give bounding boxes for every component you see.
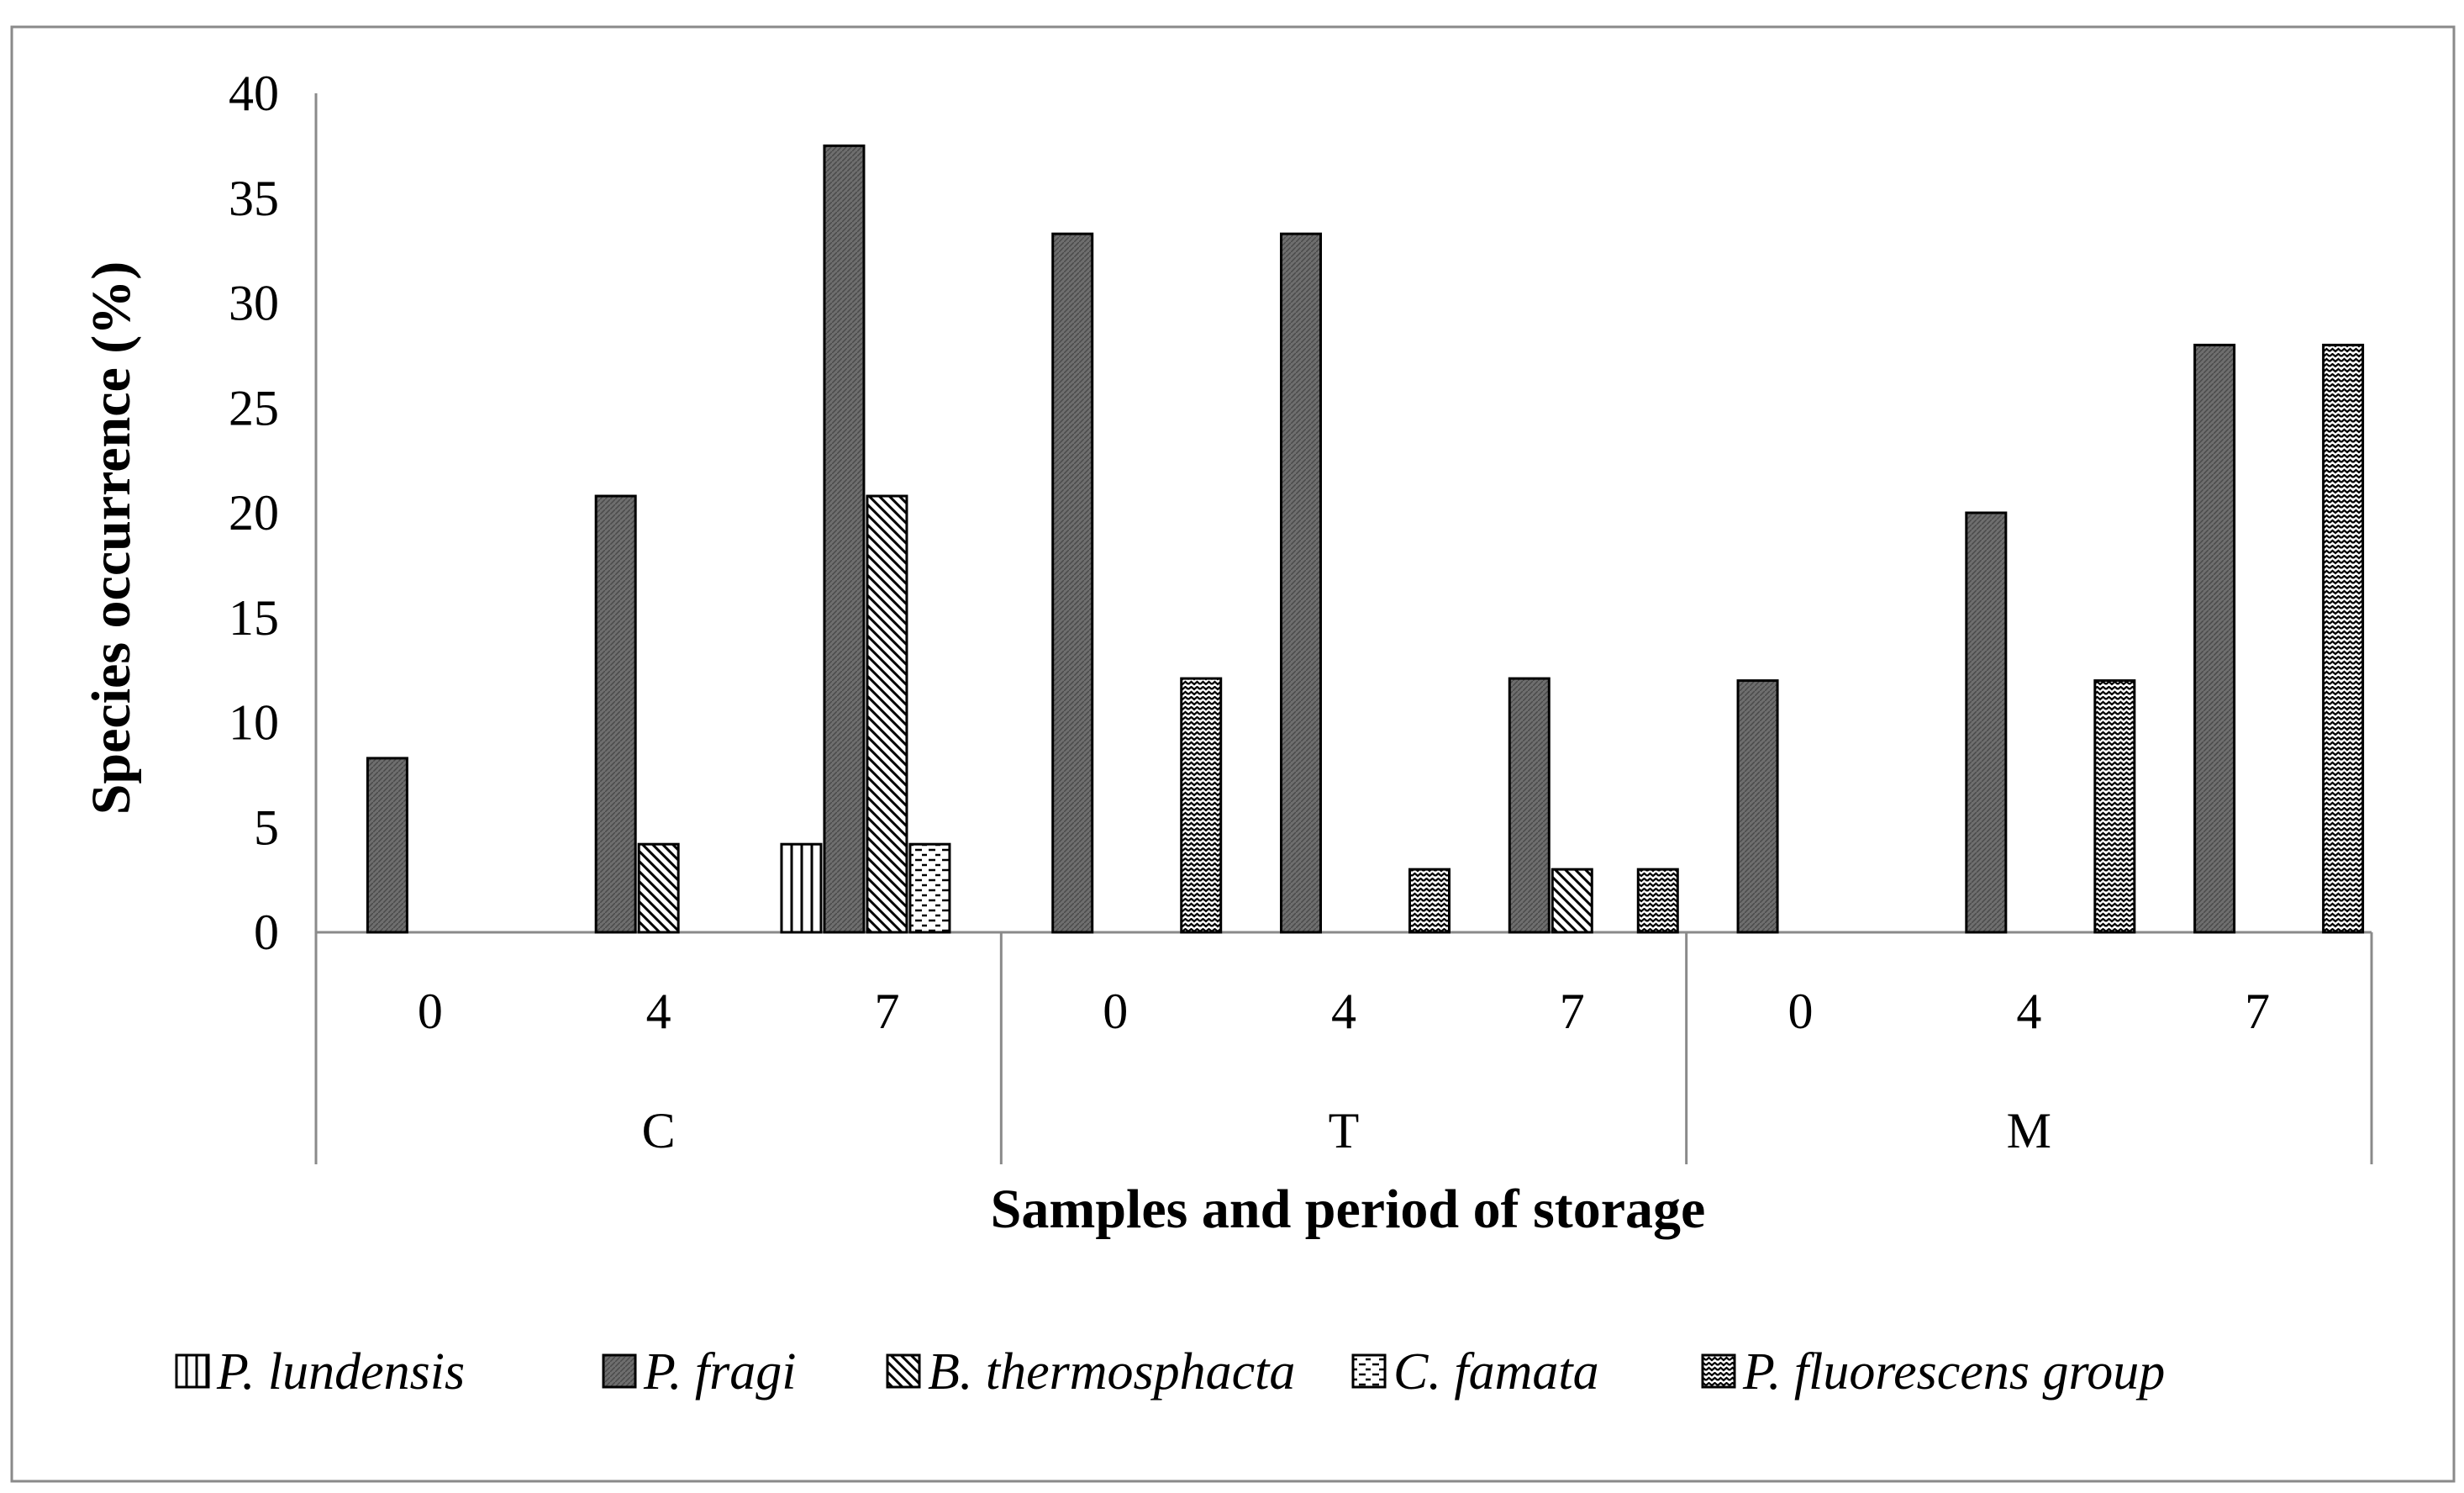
y-tick-label: 0 — [254, 905, 279, 960]
bar-b-thermosphacta-c-7 — [866, 494, 908, 934]
y-tick-label: 5 — [254, 799, 279, 855]
x-group-label-m: M — [2007, 1103, 2051, 1158]
legend-swatch-c-famata — [1351, 1353, 1387, 1389]
x-tick-label-period: 0 — [1788, 984, 1814, 1039]
bar-c-famata-c-7 — [908, 842, 951, 934]
bar-p-fragi-m-7 — [2193, 343, 2236, 934]
x-group-label-t: T — [1329, 1103, 1360, 1158]
bar-b-thermosphacta-t-7 — [1551, 868, 1593, 934]
y-tick-label: 20 — [229, 485, 279, 541]
bar-p-fragi-m-0 — [1736, 679, 1779, 934]
x-tick-label-period: 7 — [1560, 984, 1585, 1039]
y-tick-label: 40 — [229, 66, 279, 121]
bar-p-fluorescens-group-m-4 — [2093, 679, 2136, 934]
y-tick-label: 15 — [229, 590, 279, 646]
legend-swatch-b-thermosphacta — [886, 1353, 921, 1389]
legend-swatch-p-fragi — [602, 1353, 637, 1389]
bar-p-fluorescens-group-t-0 — [1180, 677, 1223, 934]
legend-label-p-fragi: P. fragi — [643, 1343, 796, 1401]
x-tick-label-period: 0 — [418, 984, 443, 1039]
bar-p-fragi-t-4 — [1280, 232, 1322, 934]
x-group-label-c: C — [642, 1103, 676, 1158]
legend-label-c-famata: C. famata — [1393, 1343, 1599, 1401]
legend-swatch-p-fluorescens-group — [1701, 1353, 1736, 1389]
bar-p-fragi-c-0 — [366, 757, 408, 934]
bar-b-thermosphacta-c-4 — [637, 842, 680, 934]
legend-swatch-p-lundensis — [175, 1353, 210, 1389]
y-tick-label: 25 — [229, 380, 279, 435]
legend-label-b-thermosphacta: B. thermosphacta — [928, 1343, 1295, 1401]
bar-p-fluorescens-group-t-7 — [1636, 868, 1679, 934]
x-tick-label-period: 4 — [1331, 984, 1356, 1039]
x-axis-title: Samples and period of storage — [991, 1179, 1706, 1240]
bar-p-fragi-t-0 — [1051, 232, 1094, 934]
bar-p-lundensis-c-7 — [780, 842, 823, 934]
y-tick-label: 10 — [229, 695, 279, 751]
bar-p-fragi-m-4 — [1965, 511, 2008, 934]
bar-p-fragi-c-7 — [823, 144, 866, 934]
bar-p-fragi-t-7 — [1508, 677, 1551, 934]
chart-frame — [10, 25, 2456, 1483]
bar-p-fragi-c-4 — [594, 494, 637, 934]
y-tick-label: 35 — [229, 171, 279, 226]
bar-p-fluorescens-group-t-4 — [1408, 868, 1450, 934]
x-tick-label-period: 4 — [2016, 984, 2041, 1039]
y-tick-label: 30 — [229, 276, 279, 331]
legend-label-p-fluorescens-group: P. fluorescens group — [1742, 1343, 2165, 1401]
legend-label-p-lundensis: P. lundensis — [216, 1343, 465, 1401]
x-tick-label-period: 4 — [646, 984, 671, 1039]
x-tick-label-period: 7 — [2245, 984, 2270, 1039]
bar-p-fluorescens-group-m-7 — [2322, 343, 2365, 934]
x-tick-label-period: 7 — [874, 984, 899, 1039]
y-axis-title: Species occurrence (%) — [81, 261, 142, 815]
x-tick-label-period: 0 — [1103, 984, 1128, 1039]
legend: P. lundensis P. fragi B. thermosphacta C. f… — [175, 1343, 2165, 1401]
